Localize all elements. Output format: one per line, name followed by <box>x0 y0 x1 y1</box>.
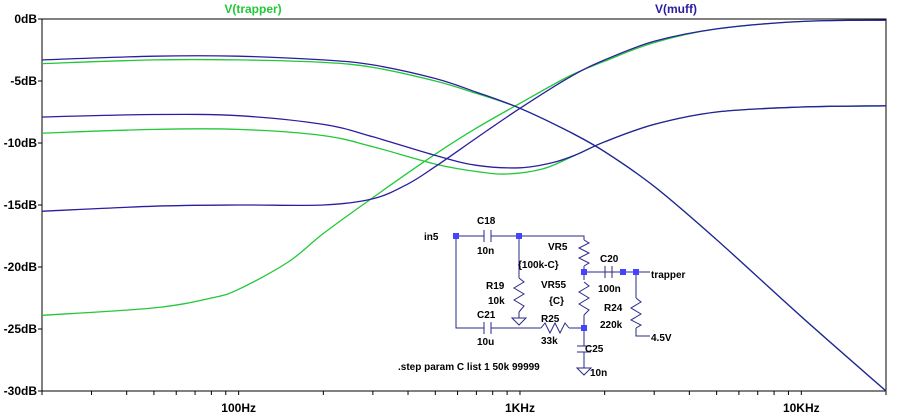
legend-trapper: V(trapper) <box>224 2 281 16</box>
y-tick-label: -25dB <box>4 322 38 336</box>
series-line-5 <box>41 19 887 212</box>
label-r24: R24 <box>604 303 623 314</box>
schematic-nodes <box>453 233 639 331</box>
label-c21: C21 <box>477 310 496 321</box>
x-tick-label: 100Hz <box>221 401 256 415</box>
node-dot <box>620 269 626 275</box>
node-dot <box>581 269 587 275</box>
label-vr55: VR55 <box>541 280 566 291</box>
node-dot <box>581 325 587 331</box>
x-tick-label: 1KHz <box>505 401 535 415</box>
y-tick-label: -15dB <box>4 198 38 212</box>
label-r25-value: 33k <box>541 336 558 347</box>
y-tick-label: -5dB <box>10 74 37 88</box>
capacitor-c18 <box>483 230 492 242</box>
label-c18: C18 <box>477 216 496 227</box>
label-vr5-value: {100k-C} <box>518 260 559 271</box>
series-line-3 <box>41 55 887 392</box>
label-c20-value: 100n <box>598 284 621 295</box>
resistor-vr5 <box>577 239 591 267</box>
label-c18-value: 10n <box>477 246 494 257</box>
node-dot <box>633 269 639 275</box>
y-tick-label: -10dB <box>4 136 38 150</box>
y-tick-label: 0dB <box>14 12 37 26</box>
label-vr55-value: {C} <box>549 296 564 307</box>
label-in: in5 <box>424 232 439 243</box>
label-r19: R19 <box>486 281 505 292</box>
label-vr5: VR5 <box>548 242 568 253</box>
y-tick-label: -20dB <box>4 260 38 274</box>
label-c25-value: 10n <box>590 368 607 379</box>
label-r19-value: 10k <box>488 296 505 307</box>
label-r25: R25 <box>541 314 560 325</box>
capacitor-c20 <box>604 266 613 278</box>
y-axis: 0dB -5dB -10dB -15dB -20dB -25dB -30dB <box>4 12 42 398</box>
x-axis: 100Hz 1KHz 10KHz <box>41 391 887 415</box>
label-c25: C25 <box>585 344 604 355</box>
capacitor-c25 <box>577 345 591 353</box>
label-out: trapper <box>651 270 686 281</box>
label-r24-value: 220k <box>600 320 623 331</box>
label-supply: 4.5V <box>651 333 672 344</box>
node-dot <box>453 233 459 239</box>
label-c20: C20 <box>600 254 619 265</box>
label-step: .step param C list 1 50k 99999 <box>398 362 540 373</box>
ground-symbol <box>575 367 593 376</box>
resistor-r24 <box>629 297 643 329</box>
ground-symbol <box>510 317 528 326</box>
schematic-labels: in5 C18 10n VR5 {100k-C} C20 trapper 100… <box>398 216 686 379</box>
resistor-vr55 <box>578 281 590 316</box>
capacitor-c21 <box>483 322 492 334</box>
label-c21-value: 10u <box>477 337 494 348</box>
legend-muff: V(muff) <box>655 2 697 16</box>
resistor-r25 <box>540 321 570 335</box>
node-dot <box>516 233 522 239</box>
y-tick-label: -30dB <box>4 384 38 398</box>
plot-frame <box>41 18 887 392</box>
curves <box>41 19 887 392</box>
series-line-4 <box>41 105 887 169</box>
x-tick-label: 10KHz <box>783 401 820 415</box>
resistor-r19 <box>513 277 525 313</box>
